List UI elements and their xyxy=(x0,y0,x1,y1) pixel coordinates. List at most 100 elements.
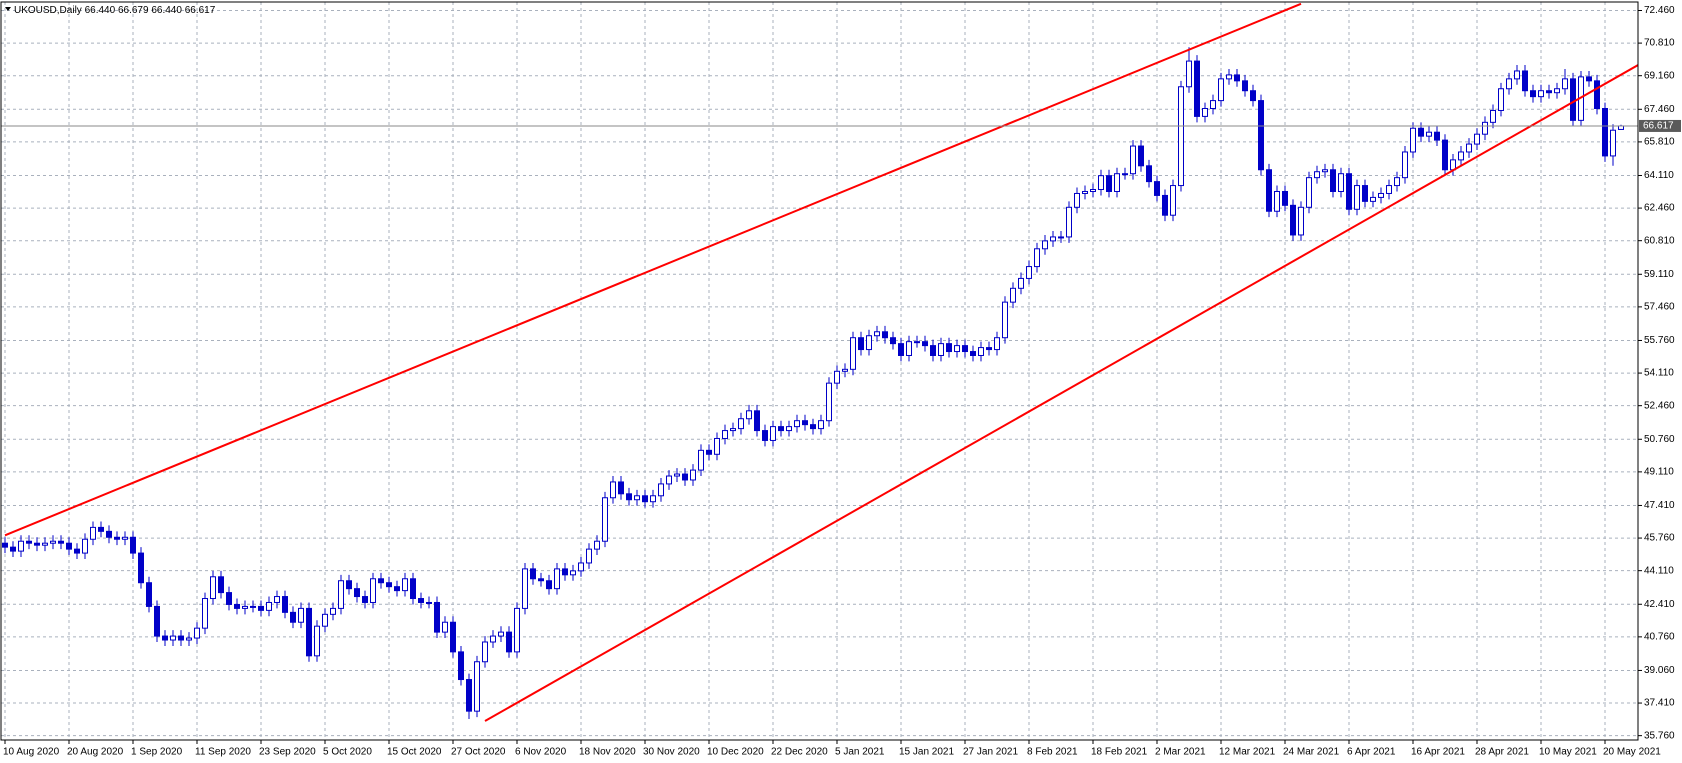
candle-body xyxy=(330,607,336,615)
candle-body xyxy=(34,542,40,546)
y-tick-label: 62.460 xyxy=(1644,203,1675,214)
candle-body xyxy=(594,540,600,550)
candle-body xyxy=(194,627,200,639)
candle-body xyxy=(978,347,984,356)
x-tick-label: 10 Aug 2020 xyxy=(3,747,60,758)
candle-body xyxy=(794,420,800,428)
candle-body xyxy=(914,341,920,344)
candle-body xyxy=(202,598,208,629)
candle-body xyxy=(1274,190,1280,212)
candle-body xyxy=(802,420,808,426)
candle-body xyxy=(522,568,528,609)
candle-body xyxy=(1562,78,1568,90)
x-tick-label: 28 Apr 2021 xyxy=(1475,747,1529,758)
y-tick-label: 39.060 xyxy=(1644,665,1675,676)
candle-body xyxy=(466,679,472,712)
candle-body xyxy=(1506,78,1512,90)
candle-body xyxy=(1314,171,1320,179)
candle-body xyxy=(1178,86,1184,187)
candle-body xyxy=(634,495,640,501)
candle-body xyxy=(738,418,744,430)
candle-body xyxy=(938,343,944,356)
candle-body xyxy=(1218,78,1224,102)
candle-body xyxy=(642,495,648,503)
candle-body xyxy=(810,424,816,430)
candle-body xyxy=(346,580,352,590)
candle-body xyxy=(1546,90,1552,94)
candle-body xyxy=(314,625,320,657)
candle-body xyxy=(418,598,424,603)
candle-body xyxy=(834,370,840,384)
candle-body xyxy=(970,351,976,356)
candle-body xyxy=(722,430,728,439)
candle-body xyxy=(1114,173,1120,192)
candle-body xyxy=(890,337,896,345)
candle-body xyxy=(154,605,160,637)
candle-body xyxy=(674,473,680,477)
candle-body xyxy=(1306,177,1312,208)
candle-body xyxy=(546,580,552,590)
candle-body xyxy=(818,420,824,430)
candle-body xyxy=(554,568,560,590)
x-tick-label: 27 Jan 2021 xyxy=(963,747,1018,758)
candle-body xyxy=(370,578,376,603)
candle-body xyxy=(1610,129,1616,157)
menu-icon[interactable] xyxy=(5,7,11,11)
candle-body xyxy=(1298,206,1304,236)
candle-body xyxy=(10,546,16,552)
candle-body xyxy=(1586,76,1592,82)
candle-body xyxy=(1082,190,1088,194)
candle-body xyxy=(362,596,368,603)
y-tick-label: 67.460 xyxy=(1644,104,1675,115)
candle-body xyxy=(210,576,216,600)
candle-body xyxy=(138,552,144,584)
candle-body xyxy=(994,337,1000,351)
candle-body xyxy=(1090,189,1096,192)
candle-body xyxy=(90,526,96,540)
candle-body xyxy=(1106,175,1112,192)
candle-body xyxy=(858,337,864,351)
candle-body xyxy=(922,341,928,347)
candle-body xyxy=(178,635,184,641)
candle-body xyxy=(746,410,752,420)
candle-body xyxy=(1418,127,1424,137)
candle-body xyxy=(570,570,576,576)
candle-body xyxy=(1034,248,1040,268)
candle-body xyxy=(898,343,904,356)
candle-body xyxy=(426,601,432,604)
chart-header: UKOUSD,Daily 66.440 66.679 66.440 66.617 xyxy=(14,5,216,16)
y-tick-label: 64.110 xyxy=(1644,170,1674,181)
candle-body xyxy=(410,578,416,600)
y-tick-label: 59.110 xyxy=(1644,269,1674,280)
candle-body xyxy=(1474,133,1480,145)
candle-body xyxy=(234,603,240,609)
candle-body xyxy=(1162,194,1168,216)
header-close: 66.617 xyxy=(185,5,216,16)
candle-body xyxy=(714,437,720,455)
candle-body xyxy=(578,562,584,572)
y-tick-label: 42.410 xyxy=(1644,599,1675,610)
candle-body xyxy=(770,426,776,441)
x-tick-label: 15 Jan 2021 xyxy=(899,747,954,758)
candle-body xyxy=(866,335,872,351)
candle-body xyxy=(482,641,488,663)
x-tick-label: 20 Aug 2020 xyxy=(67,747,124,758)
x-tick-label: 5 Jan 2021 xyxy=(835,747,885,758)
candle-body xyxy=(1226,74,1232,80)
candle-body xyxy=(402,578,408,592)
plot-frame xyxy=(0,1,1639,741)
candle-body xyxy=(498,631,504,637)
x-tick-label: 16 Apr 2021 xyxy=(1411,747,1465,758)
x-tick-label: 27 Oct 2020 xyxy=(451,747,506,758)
candle-body xyxy=(1434,131,1440,141)
candle-body xyxy=(658,483,664,497)
candle-body xyxy=(882,331,888,339)
candle-body xyxy=(434,601,440,633)
candle-body xyxy=(1570,78,1576,121)
candle-body xyxy=(282,596,288,613)
candle-body xyxy=(2,542,8,548)
candle-body xyxy=(586,548,592,564)
candle-body xyxy=(754,410,760,432)
